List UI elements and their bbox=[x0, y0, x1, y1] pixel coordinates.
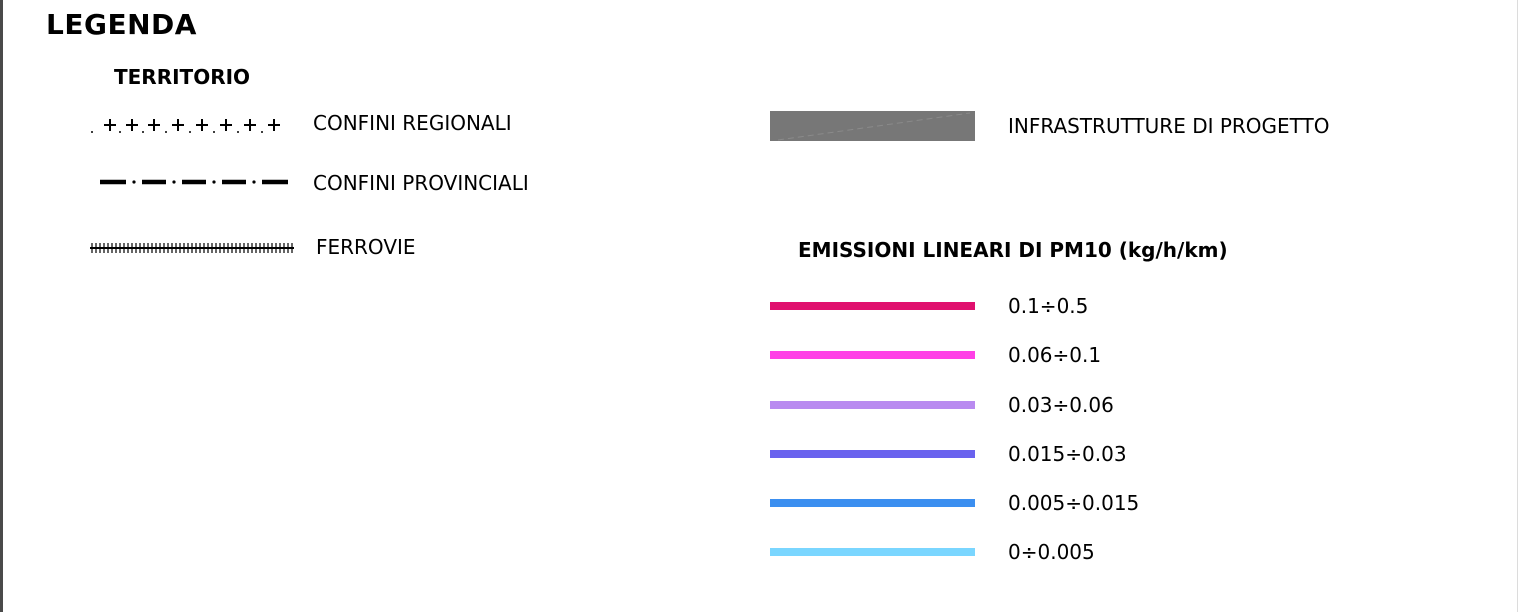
emission-class-label-1: 0.1÷0.5 bbox=[1008, 294, 1089, 318]
emission-class-line-1 bbox=[770, 302, 975, 310]
emission-class-line-2 bbox=[770, 351, 975, 359]
legend-label-infrastrutture: INFRASTRUTTURE DI PROGETTO bbox=[1008, 114, 1330, 138]
legend-label-ferrovie: FERROVIE bbox=[316, 235, 416, 259]
emission-class-line-6 bbox=[770, 548, 975, 556]
emission-class-label-5: 0.005÷0.015 bbox=[1008, 491, 1140, 515]
frame-left-border bbox=[0, 0, 3, 612]
legend-label-confini-provinciali: CONFINI PROVINCIALI bbox=[313, 171, 529, 195]
emission-class-label-3: 0.03÷0.06 bbox=[1008, 393, 1114, 417]
frame-right-margin bbox=[1517, 0, 1531, 612]
legend-label-confini-regionali: CONFINI REGIONALI bbox=[313, 111, 512, 135]
emission-class-line-5 bbox=[770, 499, 975, 507]
territorio-title: TERRITORIO bbox=[114, 65, 251, 89]
emissions-title: EMISSIONI LINEARI DI PM10 (kg/h/km) bbox=[798, 238, 1228, 262]
emission-class-line-3 bbox=[770, 401, 975, 409]
provincial-boundary-symbol bbox=[100, 179, 288, 185]
emission-class-line-4 bbox=[770, 450, 975, 458]
emission-class-label-4: 0.015÷0.03 bbox=[1008, 442, 1127, 466]
regional-boundary-symbol bbox=[91, 119, 280, 133]
railway-symbol bbox=[90, 243, 294, 253]
emission-class-label-6: 0÷0.005 bbox=[1008, 540, 1095, 564]
legend-title: LEGENDA bbox=[46, 8, 197, 41]
emission-class-label-2: 0.06÷0.1 bbox=[1008, 343, 1102, 367]
infrastructure-project-symbol bbox=[770, 111, 975, 141]
